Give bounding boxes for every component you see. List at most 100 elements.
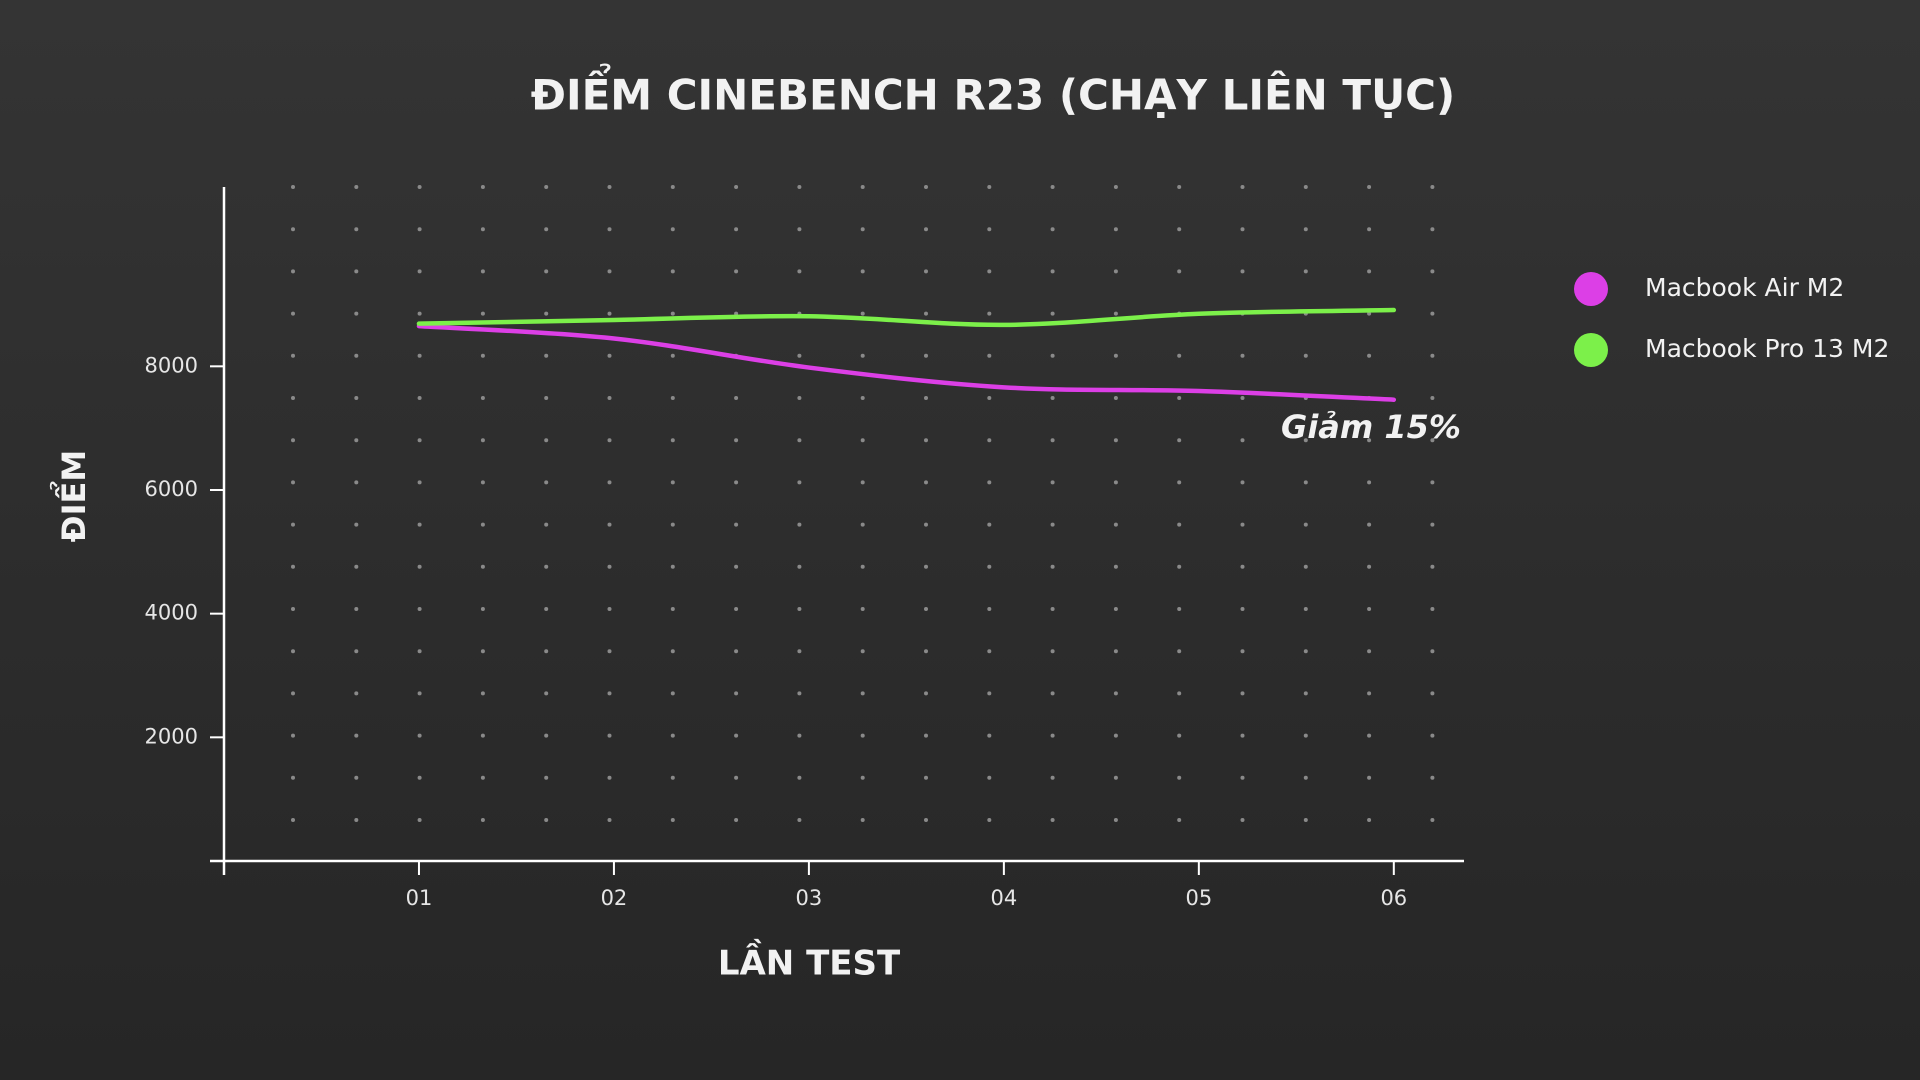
grid-dot xyxy=(1430,311,1435,316)
grid-dot xyxy=(1113,311,1118,316)
grid-dot xyxy=(987,522,992,527)
grid-dot xyxy=(924,691,928,696)
grid-dot xyxy=(987,311,992,316)
grid-dot xyxy=(670,438,675,443)
grid-dot xyxy=(987,480,992,485)
grid-dot xyxy=(860,818,865,822)
grid-dot xyxy=(797,775,802,780)
grid-dot xyxy=(1430,353,1435,358)
grid-dot xyxy=(1113,522,1118,527)
grid-dot xyxy=(924,396,928,400)
grid-dot xyxy=(291,607,295,611)
grid-dot xyxy=(291,438,295,443)
grid-dot xyxy=(544,480,549,485)
grid-dot xyxy=(860,396,865,400)
grid-dot xyxy=(607,480,612,485)
grid-dot xyxy=(1113,185,1118,189)
grid-dot xyxy=(1430,522,1435,527)
grid-dot xyxy=(1113,438,1118,443)
grid-dot xyxy=(670,396,675,400)
y-tick-label: 6000 xyxy=(145,477,198,501)
grid-dot xyxy=(670,269,675,274)
grid-dot xyxy=(480,185,485,189)
grid-dot xyxy=(1113,227,1118,232)
grid-dot xyxy=(1367,775,1372,780)
grid-dot xyxy=(607,185,612,189)
grid-dot xyxy=(670,818,675,822)
grid-dot xyxy=(1113,775,1118,780)
grid-dot xyxy=(924,269,928,274)
x-tick-label: 03 xyxy=(796,886,823,910)
y-tick-label: 8000 xyxy=(145,353,198,377)
grid-dot xyxy=(987,691,992,696)
grid-dot xyxy=(797,480,802,485)
grid-dot xyxy=(1240,522,1245,527)
grid-dot xyxy=(544,269,549,274)
grid-dot xyxy=(1303,818,1308,822)
grid-dot xyxy=(797,607,802,611)
grid-dot xyxy=(1430,733,1435,738)
grid-dot xyxy=(734,185,739,189)
grid-dot xyxy=(1113,607,1118,611)
grid-dot xyxy=(860,311,865,316)
grid-dot xyxy=(1367,480,1372,485)
grid-dot xyxy=(860,522,865,527)
grid-dot xyxy=(987,269,992,274)
grid-dot xyxy=(797,691,802,696)
grid-dot xyxy=(1177,396,1182,400)
x-tick-label: 02 xyxy=(601,886,628,910)
grid-dot xyxy=(607,691,612,696)
grid-dot xyxy=(1430,480,1435,485)
grid-dot xyxy=(1240,818,1245,822)
grid-dot xyxy=(1303,227,1308,232)
grid-dot xyxy=(860,649,865,654)
grid-dot xyxy=(480,311,485,316)
grid-dot xyxy=(607,269,612,274)
grid-dot xyxy=(417,607,422,611)
grid-dot xyxy=(1240,438,1245,443)
grid-dot xyxy=(1240,480,1245,485)
grid-dot xyxy=(734,733,739,738)
grid-dot xyxy=(607,311,612,316)
grid-dot xyxy=(417,522,422,527)
grid-dot xyxy=(354,733,359,738)
grid-dot xyxy=(924,775,928,780)
grid-dot xyxy=(924,438,928,443)
grid-dot xyxy=(1177,227,1182,232)
grid-dot xyxy=(1050,480,1055,485)
grid-dot xyxy=(924,311,928,316)
grid-dot xyxy=(480,818,485,822)
grid-dot xyxy=(987,353,992,358)
grid-dot xyxy=(734,522,739,527)
grid-dot xyxy=(544,775,549,780)
grid-dot xyxy=(1303,438,1308,443)
grid-dot xyxy=(670,185,675,189)
grid-dot xyxy=(1367,649,1372,654)
grid-dot xyxy=(544,185,549,189)
grid-dot xyxy=(544,353,549,358)
x-tick-label: 05 xyxy=(1185,886,1212,910)
grid-dot xyxy=(1113,564,1118,569)
grid-dot xyxy=(1177,818,1182,822)
grid-dot xyxy=(417,311,422,316)
grid-dot xyxy=(544,227,549,232)
grid-dot xyxy=(797,438,802,443)
grid-dot xyxy=(670,733,675,738)
grid-dot xyxy=(1367,353,1372,358)
grid-dot xyxy=(607,438,612,443)
grid-dot xyxy=(1177,564,1182,569)
grid-dot xyxy=(354,564,359,569)
grid-dot xyxy=(1050,522,1055,527)
grid-dot xyxy=(544,691,549,696)
grid-dot xyxy=(1367,691,1372,696)
grid-dot xyxy=(607,522,612,527)
grid-dot xyxy=(1177,353,1182,358)
grid-dot xyxy=(417,353,422,358)
grid-dot xyxy=(1303,607,1308,611)
legend-label: Macbook Pro 13 M2 xyxy=(1645,334,1889,363)
grid-dot xyxy=(354,691,359,696)
grid-dot xyxy=(417,564,422,569)
x-tick-label: 06 xyxy=(1380,886,1407,910)
grid-dot xyxy=(734,396,739,400)
grid-dot xyxy=(797,564,802,569)
